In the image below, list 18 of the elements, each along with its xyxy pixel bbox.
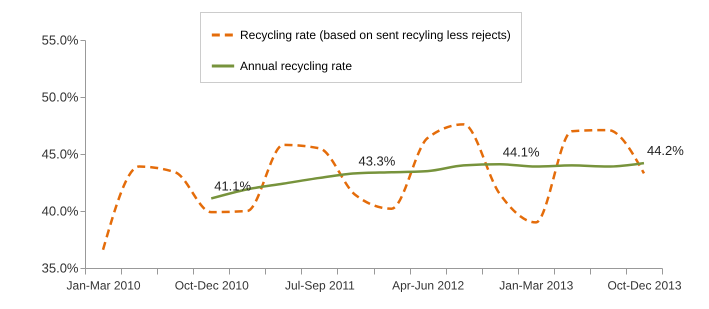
y-tick-label: 50.0% — [42, 90, 79, 104]
y-tick-label: 45.0% — [42, 146, 79, 162]
x-tick-label: Apr-Jun 2012 — [392, 278, 464, 292]
data-label: 44.1% — [502, 144, 540, 160]
x-tick-label: Jan-Mar 2010 — [66, 278, 141, 292]
x-tick-label: Jul-Sep 2011 — [284, 278, 356, 292]
legend-label: Annual recycling rate — [240, 59, 352, 73]
x-tick-label: Oct-Dec 2010 — [174, 278, 250, 292]
line-series — [102, 123, 646, 252]
y-tick-label: 40.0% — [42, 204, 79, 218]
legend-label: Recycling rate (based on sent recyling less rejects) — [240, 28, 511, 42]
x-tick-label: Oct-Dec 2013 — [607, 278, 682, 292]
y-tick-label: 55.0% — [42, 32, 79, 48]
data-label: 43.3% — [358, 153, 396, 168]
data-label: 41.1% — [214, 178, 252, 194]
data-label: 44.2% — [646, 143, 684, 158]
y-tick-label: 35.0% — [42, 260, 79, 276]
x-tick-label: Jan-Mar 2013 — [499, 278, 574, 292]
